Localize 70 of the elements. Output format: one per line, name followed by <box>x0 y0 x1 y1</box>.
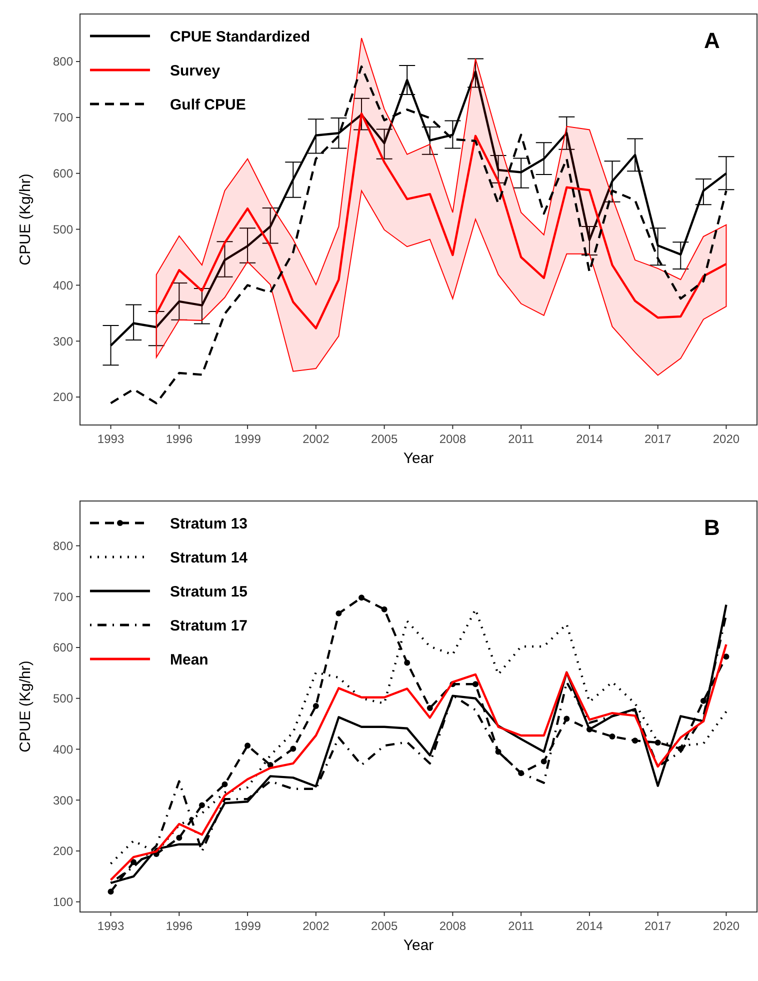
point <box>358 594 364 601</box>
y-tick-label: 200 <box>52 390 74 404</box>
point <box>404 660 410 666</box>
x-tick-label: 2017 <box>644 432 672 446</box>
y-tick-label: 200 <box>52 844 74 858</box>
y-tick-label: 600 <box>52 166 74 181</box>
point <box>723 654 730 660</box>
point <box>381 606 388 612</box>
x-tick-label: 1993 <box>97 919 124 933</box>
x-axis-title: Year <box>403 450 434 467</box>
line-series <box>155 112 728 330</box>
legend-label: Survey <box>170 62 221 80</box>
point <box>540 758 547 764</box>
x-tick-label: 1996 <box>166 432 193 446</box>
y-tick-label: 300 <box>52 334 74 348</box>
legend-label: Stratum 15 <box>170 583 248 600</box>
x-tick-label: 1999 <box>234 919 262 933</box>
point <box>198 802 205 808</box>
legend-label: CPUE Standardized <box>170 28 310 46</box>
point <box>632 738 638 744</box>
y-tick-label: 400 <box>52 742 74 756</box>
legend-label: Gulf CPUE <box>170 96 246 114</box>
legend-label: Mean <box>170 651 208 668</box>
legend-label: Stratum 14 <box>170 549 248 566</box>
point <box>176 834 182 841</box>
x-tick-label: 2002 <box>302 919 330 933</box>
point <box>495 748 502 755</box>
point <box>700 698 706 704</box>
point <box>222 781 228 788</box>
annotation: B <box>704 515 720 540</box>
point <box>472 681 478 688</box>
y-tick-label: 700 <box>52 110 74 125</box>
x-tick-label: 2005 <box>370 432 398 446</box>
point <box>336 610 342 616</box>
y-tick-label: 400 <box>52 278 74 292</box>
y-axis-title: CPUE (Kg/hr) <box>17 174 34 266</box>
y-tick-label: 500 <box>52 692 74 706</box>
x-tick-label: 1993 <box>97 432 124 446</box>
x-tick-label: 2020 <box>712 432 740 446</box>
x-tick-label: 1999 <box>234 432 262 446</box>
x-tick-label: 2014 <box>576 919 604 933</box>
x-tick-label: 1996 <box>166 919 193 933</box>
x-tick-label: 2011 <box>508 919 534 933</box>
x-tick-label: 2020 <box>712 919 740 933</box>
point <box>426 705 433 712</box>
point <box>108 888 114 895</box>
y-tick-label: 300 <box>52 793 74 808</box>
y-tick-label: 100 <box>52 895 74 910</box>
point <box>290 746 296 752</box>
y-tick-label: 700 <box>52 590 74 604</box>
x-tick-label: 2005 <box>370 919 398 933</box>
x-tick-label: 2014 <box>576 432 604 446</box>
annotation: A <box>704 28 720 53</box>
x-tick-label: 2008 <box>439 919 466 933</box>
x-tick-label: 2011 <box>508 432 534 446</box>
point <box>564 716 570 722</box>
y-tick-label: 600 <box>52 640 74 655</box>
point <box>244 742 251 749</box>
y-tick-label: 800 <box>52 538 74 553</box>
point <box>312 703 319 709</box>
x-tick-label: 2017 <box>644 919 672 933</box>
y-tick-label: 500 <box>52 222 74 236</box>
x-tick-label: 2002 <box>302 432 330 446</box>
y-axis-title: CPUE (Kg/hr) <box>17 660 34 752</box>
point <box>609 734 616 740</box>
y-tick-label: 800 <box>52 54 74 69</box>
legend-label: Stratum 17 <box>170 617 248 634</box>
x-tick-label: 2008 <box>439 432 466 446</box>
x-axis-title: Year <box>403 937 434 954</box>
legend-label: Stratum 13 <box>170 515 248 532</box>
